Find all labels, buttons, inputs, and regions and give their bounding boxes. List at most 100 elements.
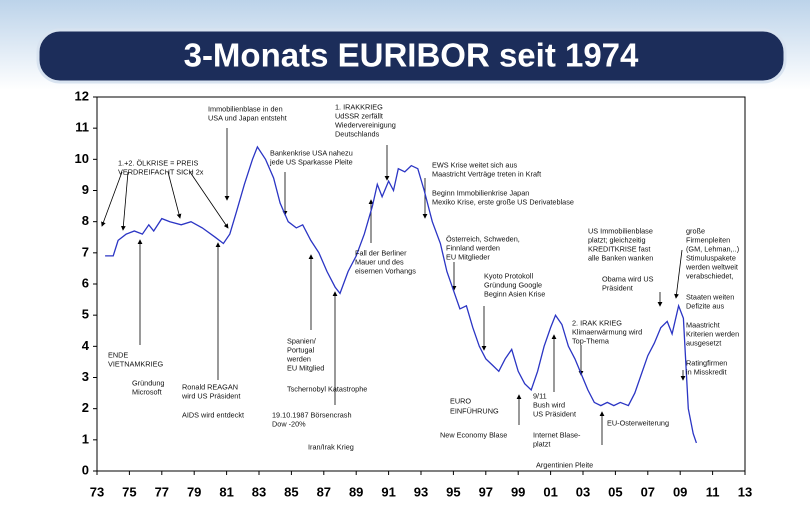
annotation: eisernen Vorhangs (355, 267, 416, 276)
annotation: (GM, Lehman,..) (686, 245, 739, 254)
x-tick-label: 99 (511, 484, 525, 499)
annotation: VIETNAMKRIEG (108, 360, 163, 369)
annotation: Österreich, Schweden, (446, 235, 520, 244)
annotation: Tschernobyl Katastrophe (287, 385, 367, 394)
annotation: Bankenkrise USA nahezu (270, 149, 353, 158)
annotation: verabschiedet, (686, 272, 733, 281)
annotation: Kriterien werden (686, 330, 739, 339)
annotation: Präsident (602, 284, 633, 293)
annotation: UdSSR zerfällt (335, 112, 383, 121)
annotation: US Immobilienblase (588, 227, 653, 236)
annotation: EU Mitglieder (446, 253, 490, 262)
x-tick-label: 07 (641, 484, 655, 499)
annotation: US Präsident (533, 410, 576, 419)
annotation: EURO (450, 397, 471, 406)
annotation: 2. IRAK KRIEG (572, 319, 622, 328)
y-tick-label: 4 (82, 338, 90, 353)
annotation: Microsoft (132, 388, 162, 397)
annotation: Mauer und des (355, 258, 404, 267)
y-tick-label: 2 (82, 400, 89, 415)
annotation: Mexiko Krise, erste große US Derivatebla… (432, 198, 574, 207)
chart-title: 3-Monats EURIBOR seit 1974 (184, 37, 639, 74)
y-tick-label: 7 (82, 244, 89, 259)
x-tick-label: 11 (706, 484, 720, 499)
x-tick-label: 79 (187, 484, 201, 499)
annotation: platzt; gleichzeitig (588, 236, 646, 245)
annotation: Top-Thema (572, 337, 610, 346)
annotation: Beginn Asien Krise (484, 290, 545, 299)
annotation: Deutschlands (335, 130, 380, 139)
annotation: Beginn Immobilienkrise Japan (432, 189, 529, 198)
annotation: Wiedervereinigung (335, 121, 396, 130)
annotation: werden (286, 355, 311, 364)
annotation: platzt (533, 440, 550, 449)
x-tick-label: 01 (543, 484, 557, 499)
annotation: Dow -20% (272, 420, 306, 429)
annotation: Staaten weiten (686, 293, 734, 302)
annotation: EU Mitglied (287, 364, 324, 373)
annotation: EINFÜHRUNG (450, 407, 499, 416)
annotation: in Misskredit (686, 368, 727, 377)
y-tick-label: 3 (82, 369, 89, 384)
annotation: VERDREIFACHT SICH 2x (118, 168, 204, 177)
annotation: wird US Präsident (181, 392, 240, 401)
x-tick-label: 97 (479, 484, 493, 499)
x-tick-label: 85 (284, 484, 298, 499)
y-tick-label: 10 (75, 151, 89, 166)
y-tick-label: 12 (75, 88, 89, 103)
annotation: Iran/Irak Krieg (308, 443, 354, 452)
annotation: werden weltweit (685, 263, 738, 272)
annotation: Bush wird (533, 401, 565, 410)
annotation: Obama wird US (602, 275, 654, 284)
annotation: EWS Krise weitet sich aus (432, 161, 518, 170)
annotation: ENDE (108, 351, 128, 360)
annotation: Ratingfirmen (686, 359, 727, 368)
annotation: Spanien/ (287, 337, 317, 346)
annotation: Defizite aus (686, 302, 724, 311)
x-tick-label: 05 (608, 484, 622, 499)
annotation: ausgesetzt (686, 339, 721, 348)
data-line (105, 145, 698, 444)
x-tick-label: 73 (90, 484, 104, 499)
y-tick-label: 9 (82, 182, 89, 197)
annotation: USA und Japan entsteht (208, 114, 287, 123)
annotation: Internet Blase- (533, 431, 581, 440)
x-tick-label: 87 (317, 484, 331, 499)
y-tick-label: 1 (82, 431, 89, 446)
annotation: 19.10.1987 Börsencrash (272, 411, 352, 420)
annotation: Immobilienblase in den (208, 105, 283, 114)
annotation: 9/11 (533, 392, 547, 401)
annotation: Finnland werden (446, 244, 500, 253)
annotation: Maastricht (686, 321, 720, 330)
annotation: 1.+2. ÖLKRISE = PREIS (118, 159, 198, 168)
annotation: Portugal (287, 346, 315, 355)
annotation: Stimuluspakete (686, 254, 736, 263)
annotation: AIDS wird entdeckt (182, 411, 244, 420)
x-tick-label: 03 (576, 484, 590, 499)
x-tick-label: 89 (349, 484, 363, 499)
x-tick-label: 83 (252, 484, 266, 499)
annotation: Argentinien Pleite (536, 461, 593, 470)
annotation: Kyoto Protokoll (484, 272, 533, 281)
x-tick-label: 13 (738, 484, 752, 499)
x-tick-label: 81 (219, 484, 233, 499)
x-tick-label: 75 (122, 484, 136, 499)
annotation: jede US Sparkasse Pleite (269, 158, 353, 167)
annotation: KREDITKRISE fast (588, 245, 650, 254)
annotation: Firmenpleiten (686, 236, 730, 245)
x-tick-label: 77 (155, 484, 169, 499)
y-tick-label: 5 (82, 307, 89, 322)
y-tick-label: 8 (82, 213, 89, 228)
y-tick-label: 6 (82, 275, 89, 290)
x-tick-label: 93 (414, 484, 428, 499)
x-tick-label: 95 (446, 484, 460, 499)
y-tick-label: 0 (82, 462, 89, 477)
title-banner (36, 28, 787, 84)
annotation: 1. IRAKKRIEG (335, 103, 383, 112)
annotation: EU-Osterweiterung (607, 419, 669, 428)
annotation: Fall der Berliner (355, 249, 407, 258)
annotation: Klimaerwärmung wird (572, 328, 642, 337)
annotation: Gründung (132, 379, 164, 388)
arrows (101, 128, 686, 445)
